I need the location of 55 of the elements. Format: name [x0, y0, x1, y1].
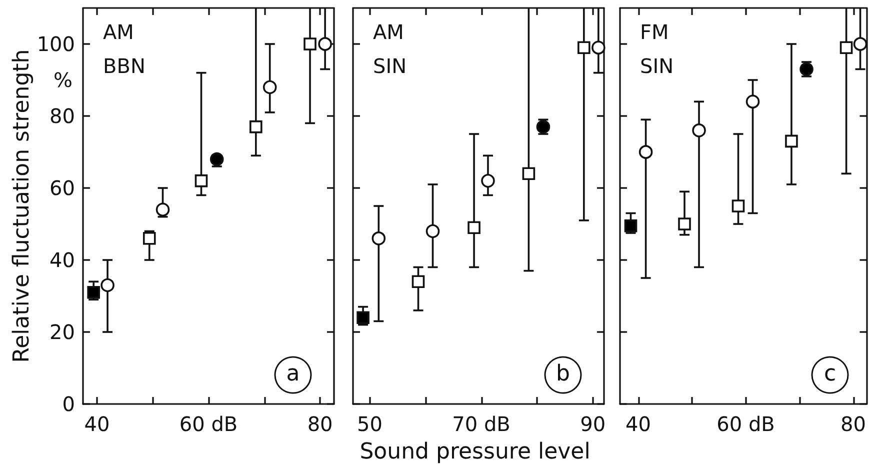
annotation: a	[286, 362, 300, 386]
x-tick-label: 40	[626, 412, 651, 436]
point	[372, 232, 386, 246]
x-tick-label: 80	[307, 412, 333, 436]
text: AM	[373, 20, 404, 44]
y-tick-label: 100	[36, 32, 75, 56]
point	[250, 120, 262, 134]
point	[356, 311, 370, 324]
x-tick-label: 40	[84, 412, 110, 436]
text: SIN	[640, 54, 674, 78]
x-axis-title: Sound pressure level	[360, 440, 590, 464]
point	[746, 94, 760, 108]
x-tick-label: 90	[580, 412, 606, 436]
point	[262, 80, 277, 94]
point	[624, 219, 638, 232]
point	[194, 174, 208, 188]
y-tick-label: 40	[50, 248, 75, 272]
point	[318, 37, 332, 51]
text: FM	[640, 20, 669, 44]
y-tick-label: 80	[50, 104, 75, 128]
point	[853, 37, 868, 51]
point	[522, 167, 536, 180]
point	[592, 40, 606, 54]
y-tick-label: 20	[50, 320, 75, 344]
point	[481, 174, 495, 188]
annotation: b	[556, 362, 570, 386]
point	[156, 202, 170, 216]
x-tick-label: 70 dB	[452, 412, 510, 436]
x-tick-label: 80	[840, 412, 866, 436]
text: SIN	[373, 54, 407, 78]
y-tick-label: 0	[62, 392, 75, 416]
point	[840, 41, 853, 54]
annotation: c	[824, 362, 836, 386]
point	[785, 134, 798, 148]
point	[100, 278, 114, 292]
point	[412, 275, 425, 288]
text: BBN	[103, 54, 146, 78]
point	[87, 286, 100, 299]
point	[142, 232, 156, 245]
point	[678, 218, 691, 230]
y-tick-label: 60	[50, 176, 75, 200]
y-axis-title: Relative fluctuation strength	[10, 49, 34, 363]
point	[304, 38, 316, 50]
point	[692, 124, 706, 138]
point	[578, 41, 590, 54]
point	[732, 200, 745, 212]
text: %	[53, 68, 73, 92]
text: AM	[103, 20, 134, 44]
point	[468, 221, 480, 234]
point	[638, 145, 653, 159]
x-tick-label: 50	[357, 412, 382, 436]
point	[426, 224, 440, 238]
x-tick-label: 60 dB	[179, 412, 238, 436]
point	[210, 152, 224, 166]
x-tick-label: 60 dB	[716, 412, 775, 436]
